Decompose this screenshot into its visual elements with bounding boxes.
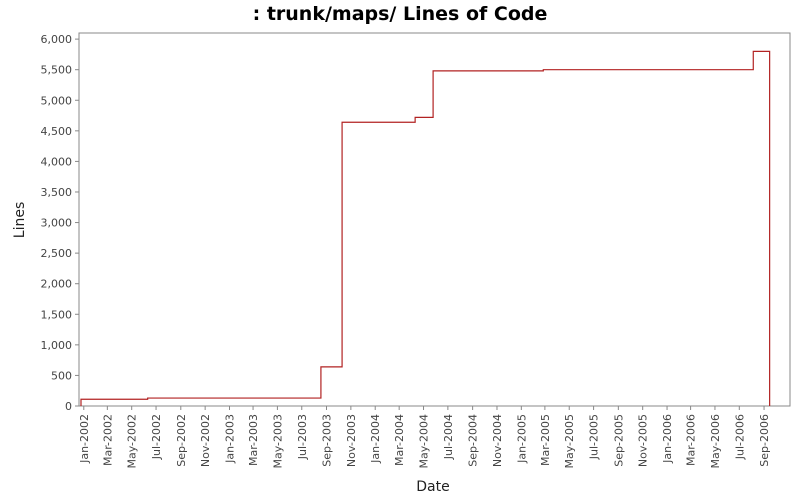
x-tick-label: Mar-2006	[685, 414, 698, 466]
y-tick-label: 5,000	[41, 94, 73, 107]
y-tick-label: 3,500	[41, 186, 73, 199]
x-tick-label: Jan-2003	[224, 414, 237, 464]
x-tick-label: Jul-2005	[588, 414, 601, 460]
y-tick-label: 500	[51, 369, 72, 382]
x-axis-label: Date	[416, 479, 449, 495]
x-tick-label: Sep-2003	[321, 414, 334, 467]
x-tick-label: Sep-2002	[175, 414, 188, 467]
x-tick-label: Jan-2006	[661, 414, 674, 464]
x-tick-label: Mar-2005	[539, 414, 552, 466]
y-tick-label: 2,000	[41, 278, 73, 291]
x-tick-label: Mar-2003	[247, 414, 260, 466]
x-tick-label: Sep-2006	[758, 414, 771, 467]
x-tick-label: Jan-2002	[78, 414, 91, 464]
x-tick-label: Nov-2003	[345, 414, 358, 467]
x-tick-label: Nov-2004	[491, 414, 504, 467]
x-tick-label: May-2003	[271, 414, 284, 469]
x-tick-label: Jan-2004	[369, 414, 382, 464]
x-tick-label: May-2005	[563, 414, 576, 469]
y-axis: 0 500 1,000 1,500 2,000 2,500 3,000 3,500 4,000 4…	[41, 33, 79, 413]
y-tick-label: 5,500	[41, 64, 73, 77]
y-tick-label: 3,000	[41, 217, 73, 230]
y-tick-label: 1,500	[41, 308, 73, 321]
x-tick-label: Jul-2004	[442, 414, 455, 460]
y-tick-label: 2,500	[41, 247, 73, 260]
series-line	[80, 50, 771, 406]
x-tick-label: Jul-2002	[150, 414, 163, 460]
x-tick-label: Mar-2002	[101, 414, 114, 466]
y-tick-label: 0	[65, 400, 72, 413]
y-tick-label: 4,500	[41, 125, 73, 138]
y-tick-label: 4,000	[41, 155, 73, 168]
x-tick-label: May-2002	[126, 414, 139, 469]
x-tick-label: May-2004	[418, 414, 431, 469]
x-tick-label: Jul-2003	[296, 414, 309, 460]
chart-title: : trunk/maps/ Lines of Code	[253, 3, 548, 25]
x-tick-label: Jul-2006	[733, 414, 746, 460]
x-tick-label: Mar-2004	[393, 414, 406, 466]
x-tick-label: Nov-2002	[199, 414, 212, 467]
x-tick-label: May-2006	[709, 414, 722, 469]
x-tick-label: Sep-2004	[467, 414, 480, 467]
y-tick-label: 6,000	[41, 33, 73, 46]
x-tick-label: Nov-2005	[637, 414, 650, 467]
x-axis: Jan-2002 Mar-2002 May-2002 Jul-2002 Sep-2002…	[78, 406, 771, 469]
y-tick-label: 1,000	[41, 339, 73, 352]
x-tick-label: Sep-2005	[612, 414, 625, 467]
plot-area	[78, 32, 791, 407]
x-tick-label: Jan-2005	[515, 414, 528, 464]
y-axis-label: Lines	[12, 202, 28, 238]
